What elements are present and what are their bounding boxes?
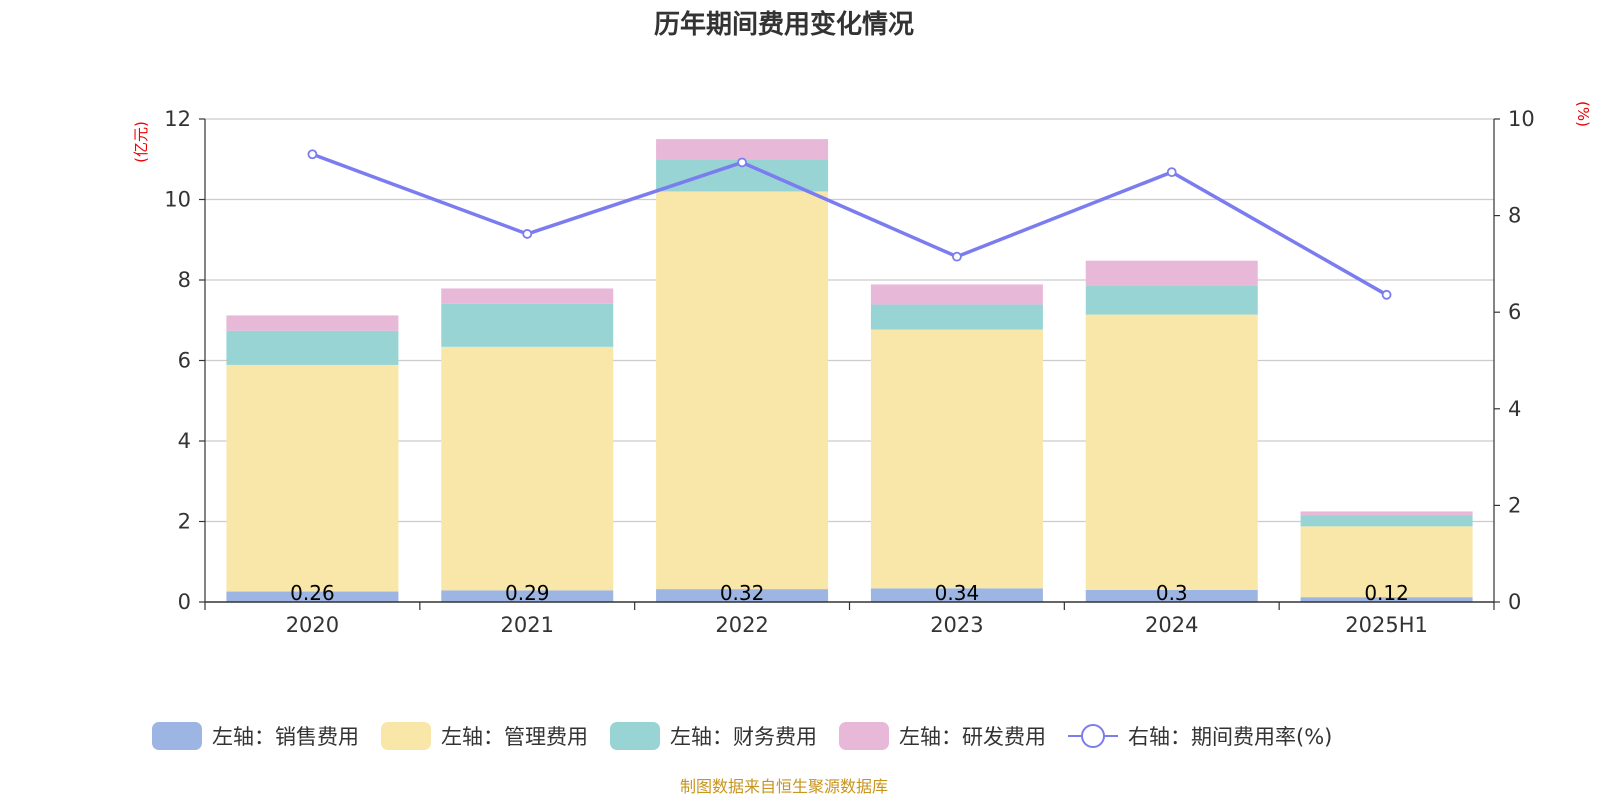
left-axis-tick-label: 4 [178, 429, 191, 453]
legend-label[interactable]: 左轴：研发费用 [899, 725, 1046, 749]
left-axis-unit: (亿元) [132, 121, 150, 163]
axes: 0 2 4 6 8 10 12 0 2 4 6 8 10 2020 2021 2022 2023 2024 2025… [164, 107, 1534, 637]
left-axis-tick-label: 8 [178, 268, 191, 292]
bar-segment[interactable] [1300, 597, 1473, 602]
data-label: 0.26 [290, 581, 335, 605]
legend: 左轴：销售费用 左轴：管理费用 左轴：财务费用 左轴：研发费用 右轴：期间费用率(%) [152, 722, 1332, 750]
legend-label[interactable]: 右轴：期间费用率(%) [1128, 725, 1332, 749]
rate-point[interactable] [1381, 289, 1392, 300]
line-series [307, 149, 1392, 300]
bar-segment[interactable] [226, 330, 399, 365]
legend-swatch[interactable] [381, 722, 431, 750]
bar-segment[interactable] [1085, 589, 1258, 602]
bar-segment[interactable] [656, 589, 829, 602]
source-note: 制图数据来自恒生聚源数据库 [680, 777, 888, 796]
legend-swatch[interactable] [152, 722, 202, 750]
data-label: 0.32 [720, 581, 765, 605]
bar-segment[interactable] [441, 346, 614, 591]
bar-segment[interactable] [870, 284, 1043, 305]
legend-label[interactable]: 左轴：管理费用 [441, 725, 588, 749]
data-label: 0.12 [1364, 581, 1409, 605]
bar-segment[interactable] [1300, 526, 1473, 598]
right-axis-tick-label: 2 [1508, 493, 1521, 517]
bar-segment[interactable] [1300, 511, 1473, 516]
x-axis-tick-label: 2025H1 [1345, 613, 1428, 637]
right-axis-tick-label: 8 [1508, 204, 1521, 228]
bar-segment[interactable] [870, 329, 1043, 589]
bar-segment[interactable] [441, 590, 614, 602]
data-label: 0.29 [505, 581, 550, 605]
rate-point[interactable] [522, 229, 533, 239]
right-axis-tick-label: 6 [1508, 300, 1521, 324]
chart-title: 历年期间费用变化情况 [654, 9, 914, 40]
bar-segment[interactable] [656, 191, 829, 590]
bar-segment[interactable] [1085, 285, 1258, 315]
x-axis-tick-label: 2023 [930, 613, 983, 637]
right-axis-tick-label: 0 [1508, 590, 1521, 614]
data-label: 0.3 [1156, 581, 1188, 605]
bar-segment[interactable] [1085, 314, 1258, 590]
right-axis-unit: (%) [1574, 101, 1592, 127]
x-axis-tick-label: 2022 [715, 613, 768, 637]
left-axis-tick-label: 0 [178, 590, 191, 614]
left-axis-tick-label: 2 [178, 510, 191, 534]
data-label: 0.34 [935, 581, 980, 605]
rate-point[interactable] [1166, 167, 1177, 178]
right-axis-tick-label: 4 [1508, 397, 1521, 421]
bar-segment[interactable] [441, 303, 614, 347]
bar-segment[interactable] [1085, 260, 1258, 286]
bar-series [226, 139, 1473, 602]
legend-swatch[interactable] [610, 722, 660, 750]
bar-segment[interactable] [226, 364, 399, 592]
rate-line [311, 152, 1388, 297]
grid-lines [205, 118, 1494, 523]
bar-segment[interactable] [441, 288, 614, 304]
bar-segment[interactable] [226, 315, 399, 331]
legend-swatch[interactable] [839, 722, 889, 750]
left-axis-tick-label: 6 [178, 349, 191, 373]
x-axis-tick-label: 2024 [1145, 613, 1198, 637]
bar-segment[interactable] [870, 304, 1043, 330]
rate-point[interactable] [737, 157, 747, 168]
data-labels: 0.26 0.29 0.32 0.34 0.3 0.12 [290, 581, 1409, 605]
bar-segment[interactable] [226, 591, 399, 602]
bar-segment[interactable] [870, 588, 1043, 602]
left-axis-tick-label: 10 [164, 188, 191, 212]
right-axis-tick-label: 10 [1508, 107, 1535, 131]
rate-point[interactable] [307, 149, 318, 160]
bar-segment[interactable] [1300, 515, 1473, 527]
x-axis-tick-label: 2021 [501, 613, 554, 637]
bar-segment[interactable] [656, 139, 829, 160]
x-axis-tick-label: 2020 [286, 613, 339, 637]
legend-label[interactable]: 左轴：销售费用 [212, 725, 359, 749]
left-axis-tick-label: 12 [164, 107, 191, 131]
legend-label[interactable]: 左轴：财务费用 [670, 725, 817, 749]
legend-swatch-marker[interactable] [1081, 724, 1105, 748]
rate-point[interactable] [952, 251, 962, 262]
